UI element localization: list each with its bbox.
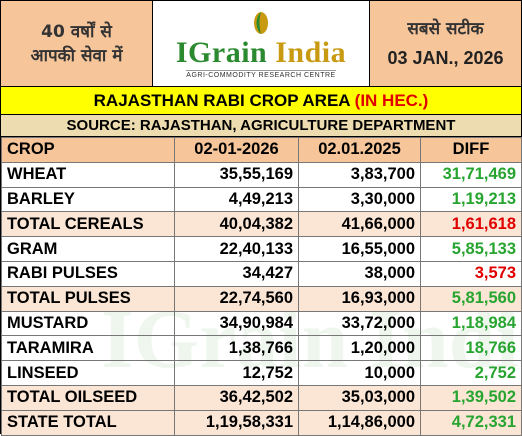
col-header-diff: DIFF (420, 137, 522, 163)
crop-cell: TOTAL OILSEED (1, 384, 175, 411)
tagline-line-2: आपकी सेवा में (30, 45, 123, 66)
header: 40 वर्षों से आपकी सेवा में IGrain India … (1, 1, 521, 87)
table-row: STATE TOTAL 1,19,58,331 1,14,86,000 4,72,33… (1, 409, 522, 436)
report-date: 03 JAN., 2026 (387, 47, 504, 68)
value-2025-cell: 35,03,000 (298, 384, 421, 411)
table-row: TOTAL OILSEED 36,42,502 35,03,000 1,39,502 (1, 384, 522, 411)
value-2025-cell: 38,000 (298, 260, 421, 287)
table-header-row: CROP 02-01-2026 02.01.2025 DIFF (1, 137, 522, 163)
diff-cell: 1,39,502 (420, 384, 522, 411)
value-2026-cell: 4,49,213 (174, 186, 299, 213)
diff-cell: 1,18,984 (420, 310, 522, 337)
value-2026-cell: 22,74,560 (174, 285, 299, 312)
table-row: WHEAT 35,55,169 3,83,700 31,71,469 (1, 161, 522, 188)
value-2026-cell: 1,19,58,331 (174, 409, 299, 436)
logo-wordmark: IGrain India (176, 38, 346, 68)
table-row: TARAMIRA 1,38,766 1,20,000 18,766 (1, 335, 522, 362)
diff-cell: 4,72,331 (420, 409, 522, 436)
value-2026-cell: 1,38,766 (174, 335, 299, 362)
value-2026-cell: 22,40,133 (174, 236, 299, 262)
table-row: TOTAL PULSES 22,74,560 16,93,000 5,81,560 (1, 285, 522, 312)
value-2026-cell: 35,55,169 (174, 161, 299, 188)
col-header-2025: 02.01.2025 (298, 137, 421, 163)
accuracy-label: सबसे सटीक (407, 18, 484, 39)
crop-cell: WHEAT (1, 161, 175, 188)
table-row: TOTAL CEREALS 40,04,382 41,66,000 1,61,618 (1, 211, 522, 238)
igrain-logo: IGrain India AGRI-COMMODITY RESEARCH CEN… (153, 1, 369, 87)
value-2026-cell: 40,04,382 (174, 211, 299, 238)
diff-cell: 1,19,213 (420, 186, 522, 213)
crop-area-table: CROP 02-01-2026 02.01.2025 DIFF WHEAT 35,… (1, 137, 522, 436)
table-row: RABI PULSES 34,427 38,000 3,573 (1, 260, 522, 287)
value-2026-cell: 36,42,502 (174, 384, 299, 411)
value-2026-cell: 34,90,984 (174, 310, 299, 337)
crop-cell: GRAM (1, 236, 175, 262)
source-line: SOURCE: RAJASTHAN, AGRICULTURE DEPARTMEN… (1, 115, 521, 137)
crop-cell: RABI PULSES (1, 260, 175, 287)
value-2025-cell: 33,72,000 (298, 310, 421, 337)
diff-cell: 31,71,469 (420, 161, 522, 188)
diff-cell: 5,81,560 (420, 285, 522, 312)
value-2025-cell: 41,66,000 (298, 211, 421, 238)
tagline-box: 40 वर्षों से आपकी सेवा में (1, 1, 153, 87)
table-row: GRAM 22,40,133 16,55,000 5,85,133 (1, 236, 522, 262)
diff-cell: 1,61,618 (420, 211, 522, 238)
title-unit: (IN HEC.) (354, 91, 429, 110)
value-2025-cell: 16,55,000 (298, 236, 421, 262)
crop-cell: TOTAL PULSES (1, 285, 175, 312)
table-row: LINSEED 12,752 10,000 2,752 (1, 360, 522, 386)
diff-cell: 2,752 (420, 360, 522, 386)
table-title: RAJASTHAN RABI CROP AREA (IN HEC.) (1, 87, 521, 115)
crop-cell: BARLEY (1, 186, 175, 213)
crop-cell: TOTAL CEREALS (1, 211, 175, 238)
value-2026-cell: 34,427 (174, 260, 299, 287)
logo-word-1: IGrain (175, 36, 268, 69)
value-2025-cell: 3,83,700 (298, 161, 421, 188)
table-row: BARLEY 4,49,213 3,30,000 1,19,213 (1, 186, 522, 213)
value-2025-cell: 10,000 (298, 360, 421, 386)
col-header-2026: 02-01-2026 (174, 137, 299, 163)
diff-cell: 5,85,133 (420, 236, 522, 262)
crop-cell: STATE TOTAL (1, 409, 175, 436)
title-main: RAJASTHAN RABI CROP AREA (93, 91, 355, 110)
col-header-crop: CROP (1, 137, 175, 163)
diff-cell: 18,766 (420, 335, 522, 362)
crop-cell: TARAMIRA (1, 335, 175, 362)
logo-word-2: India (275, 36, 347, 69)
crop-cell: MUSTARD (1, 310, 175, 337)
diff-cell: 3,573 (420, 260, 522, 287)
grain-leaf-icon (254, 12, 268, 34)
value-2025-cell: 16,93,000 (298, 285, 421, 312)
value-2025-cell: 1,20,000 (298, 335, 421, 362)
date-box: सबसे सटीक 03 JAN., 2026 (369, 1, 521, 87)
crop-cell: LINSEED (1, 360, 175, 386)
table-row: MUSTARD 34,90,984 33,72,000 1,18,984 (1, 310, 522, 337)
value-2025-cell: 3,30,000 (298, 186, 421, 213)
logo-tagline: AGRI-COMMODITY RESEARCH CENTRE (186, 70, 336, 79)
tagline-line-1: 40 वर्षों से (41, 21, 112, 42)
value-2026-cell: 12,752 (174, 360, 299, 386)
value-2025-cell: 1,14,86,000 (298, 409, 421, 436)
